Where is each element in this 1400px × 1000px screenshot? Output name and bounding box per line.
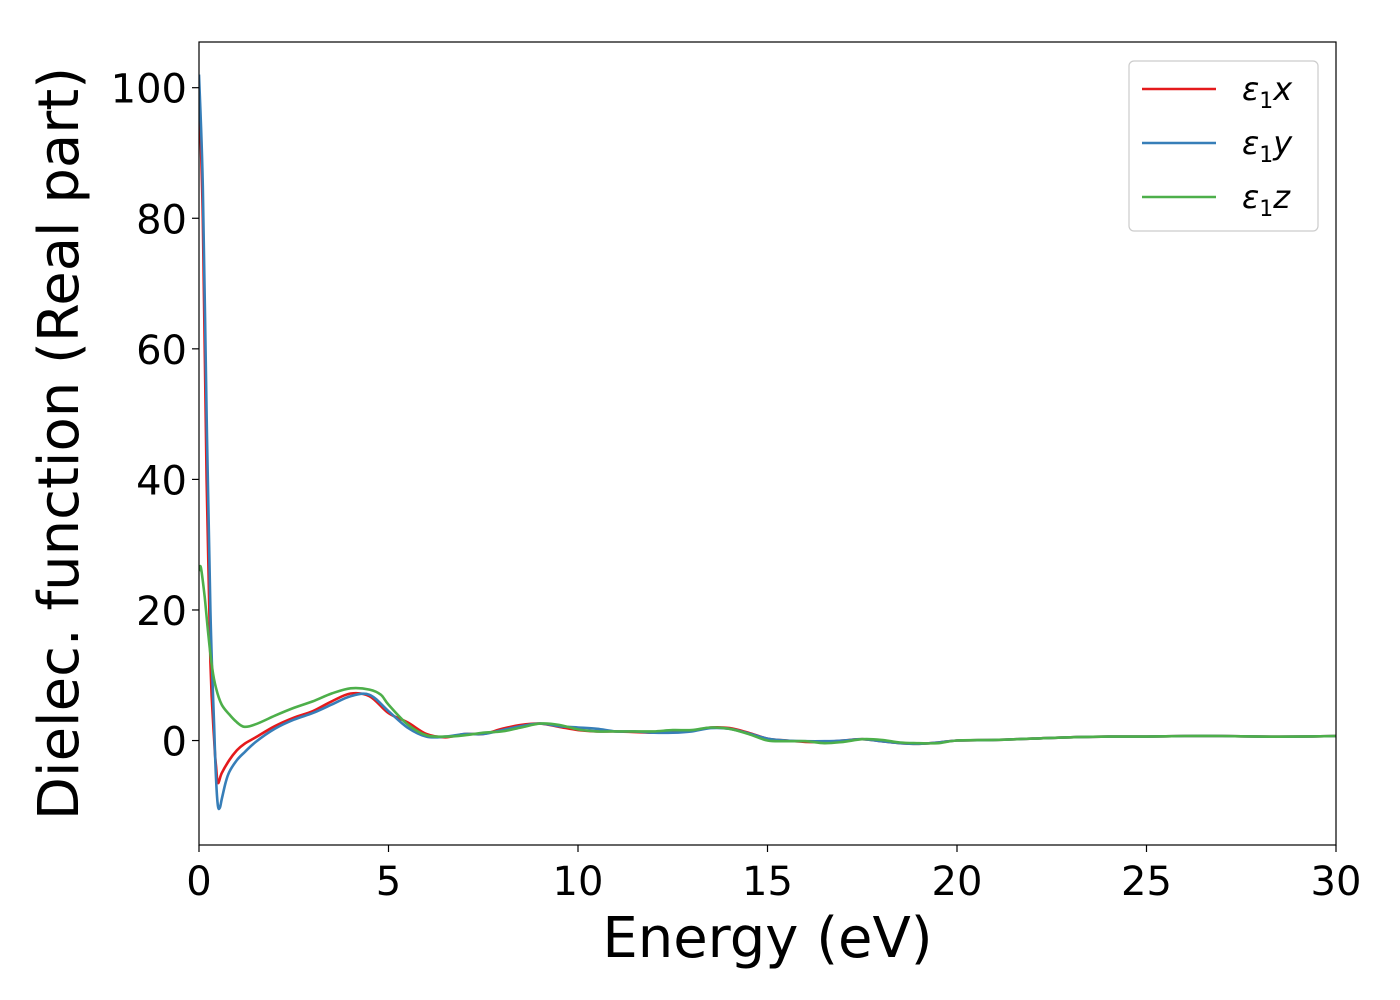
- x-tick-label: 15: [742, 859, 793, 905]
- y-tick-label: 0: [162, 720, 187, 766]
- series-line-z: [199, 564, 1336, 745]
- y-tick-label: 20: [136, 589, 187, 635]
- x-tick-label: 20: [932, 859, 983, 905]
- legend: ε1x ε1y ε1z: [1128, 60, 1319, 232]
- x-axis: 0 5 10 15 20 25 30: [186, 845, 1361, 905]
- x-tick-label: 30: [1311, 859, 1362, 905]
- legend-label: ε1y: [1242, 124, 1293, 168]
- x-tick-label: 5: [376, 859, 401, 905]
- y-tick-label: 100: [111, 67, 187, 113]
- y-axis-title: Dielec. function (Real part): [27, 67, 92, 820]
- x-axis-title: Energy (eV): [602, 906, 932, 971]
- legend-box: [1128, 60, 1319, 232]
- legend-item-x: ε1x: [1142, 70, 1293, 114]
- series-layer: [199, 74, 1336, 811]
- legend-item-y: ε1y: [1142, 124, 1293, 168]
- y-tick-label: 40: [136, 458, 187, 504]
- x-tick-label: 0: [186, 859, 211, 905]
- y-tick-label: 80: [136, 197, 187, 243]
- y-tick-label: 60: [136, 328, 187, 374]
- legend-label: ε1z: [1242, 178, 1291, 222]
- x-tick-label: 25: [1121, 859, 1172, 905]
- legend-item-z: ε1z: [1142, 178, 1291, 222]
- y-axis: 0 20 40 60 80 100: [111, 67, 199, 766]
- x-tick-label: 10: [553, 859, 604, 905]
- legend-label: ε1x: [1242, 70, 1293, 114]
